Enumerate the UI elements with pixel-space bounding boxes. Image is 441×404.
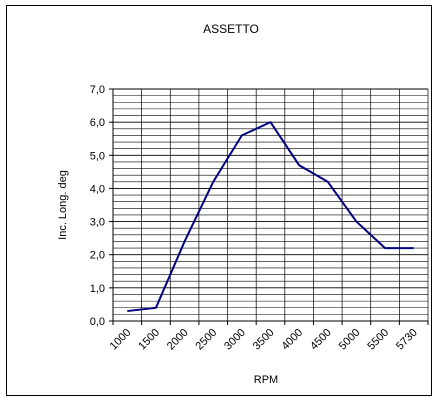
- series-line: [127, 121, 414, 313]
- x-tick-label: 5730: [394, 327, 420, 353]
- y-tick-label: 6,0: [90, 117, 105, 129]
- y-tick-label: 4,0: [90, 183, 105, 195]
- y-tick-label: 7,0: [90, 84, 105, 96]
- y-tick-label: 5,0: [90, 150, 105, 162]
- x-tick-label: 5500: [365, 327, 391, 353]
- x-tick-label: 4500: [308, 327, 334, 353]
- x-tick-label: 3000: [222, 327, 248, 353]
- y-axis-label: Inc. Long. deg: [57, 170, 69, 240]
- x-tick-label: 3500: [251, 327, 277, 353]
- y-tick-label: 0,0: [90, 316, 105, 328]
- x-tick-label: 2500: [194, 327, 220, 353]
- chart-frame: [6, 5, 432, 396]
- y-tick-labels: 0,0 1,0 2,0 3,0 4,0 5,0 6,0 7,0: [90, 84, 105, 328]
- chart-title: ASSETTO: [203, 22, 259, 36]
- x-tick-label: 1000: [108, 327, 134, 353]
- x-tick-label: 1500: [136, 327, 162, 353]
- x-axis-label: RPM: [254, 374, 278, 386]
- x-tick-label: 2000: [165, 327, 191, 353]
- y-tick-label: 3,0: [90, 217, 105, 229]
- series-layer: [127, 121, 414, 313]
- axes: [109, 88, 429, 325]
- x-tick-label: 4000: [279, 327, 305, 353]
- y-tick-label: 1,0: [90, 283, 105, 295]
- x-tick-label: 5000: [337, 327, 363, 353]
- y-tick-label: 2,0: [90, 250, 105, 262]
- x-tick-labels: 1000 1500 2000 2500 3000 3500 4000 4500 5000 5500…: [108, 327, 420, 353]
